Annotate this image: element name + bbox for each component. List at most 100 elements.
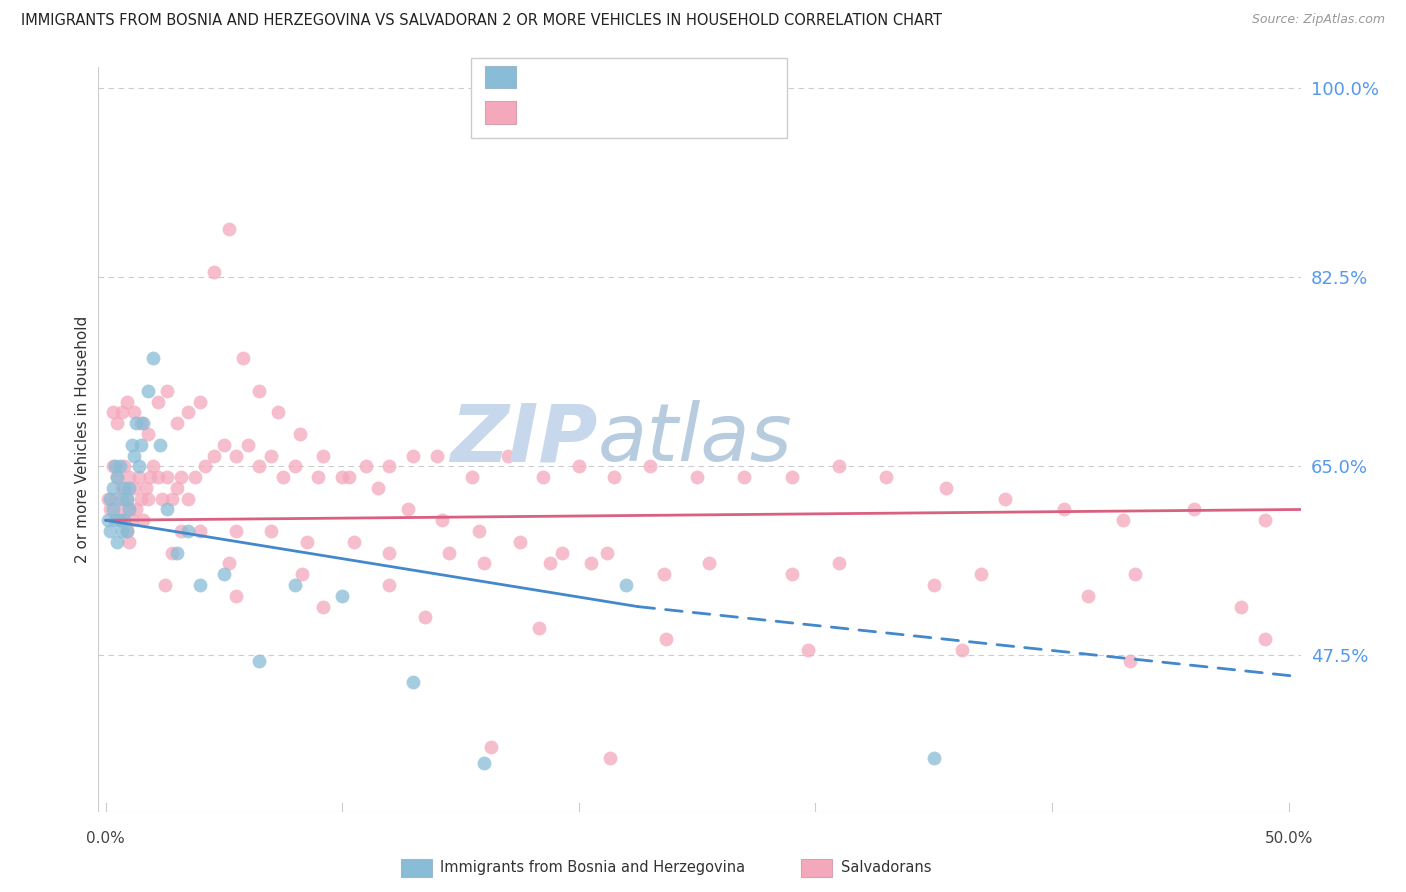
Point: [402, 675, 425, 690]
Point: [733, 470, 755, 484]
Point: [638, 459, 661, 474]
Point: [104, 513, 127, 527]
Point: [128, 470, 150, 484]
Point: [655, 632, 678, 646]
Point: [111, 524, 134, 538]
Point: [118, 470, 141, 484]
Point: [132, 513, 155, 527]
Point: [108, 513, 131, 527]
Point: [247, 384, 270, 398]
Point: [291, 567, 314, 582]
Point: [101, 405, 124, 419]
Point: [118, 481, 141, 495]
Point: [247, 459, 270, 474]
Point: [267, 405, 290, 419]
Point: [970, 567, 993, 582]
Point: [115, 491, 138, 506]
Point: [312, 449, 335, 463]
Text: ZIP: ZIP: [450, 401, 598, 478]
Point: [122, 405, 145, 419]
Point: [218, 557, 240, 571]
Point: [121, 513, 143, 527]
Point: [104, 491, 127, 506]
Point: [260, 449, 283, 463]
Point: [603, 470, 626, 484]
Point: [1123, 567, 1146, 582]
Point: [136, 426, 159, 441]
Point: [132, 416, 155, 430]
Point: [568, 459, 591, 474]
Point: [579, 557, 602, 571]
Point: [396, 502, 419, 516]
Point: [479, 739, 502, 754]
Y-axis label: 2 or more Vehicles in Household: 2 or more Vehicles in Household: [75, 316, 90, 563]
Point: [922, 750, 945, 764]
Point: [188, 524, 211, 538]
Point: [247, 654, 270, 668]
Point: [98, 491, 121, 506]
Point: [1182, 502, 1205, 516]
Point: [225, 524, 247, 538]
Point: [97, 513, 120, 527]
Point: [697, 557, 720, 571]
Point: [288, 426, 311, 441]
Point: [1077, 589, 1099, 603]
Point: [284, 578, 307, 592]
Point: [149, 438, 172, 452]
Point: [166, 416, 188, 430]
Point: [343, 534, 366, 549]
Point: [994, 491, 1017, 506]
Point: [170, 470, 193, 484]
Point: [1119, 654, 1142, 668]
Point: [531, 470, 554, 484]
Point: [935, 481, 957, 495]
Point: [378, 546, 401, 560]
Point: [105, 416, 128, 430]
Text: atlas: atlas: [598, 401, 792, 478]
Point: [797, 642, 820, 657]
Point: [150, 491, 173, 506]
Point: [166, 546, 188, 560]
Point: [166, 481, 188, 495]
Point: [170, 524, 193, 538]
Point: [354, 459, 377, 474]
Point: [111, 481, 134, 495]
Point: [1053, 502, 1076, 516]
Point: [160, 546, 183, 560]
Text: Source: ZipAtlas.com: Source: ZipAtlas.com: [1251, 13, 1385, 27]
Point: [97, 491, 120, 506]
Point: [468, 524, 491, 538]
Point: [308, 470, 330, 484]
Point: [472, 756, 495, 771]
Point: [129, 491, 152, 506]
Point: [236, 438, 259, 452]
Point: [1254, 632, 1277, 646]
Point: [538, 557, 561, 571]
Point: [330, 470, 353, 484]
Point: [1230, 599, 1253, 614]
Text: 50.0%: 50.0%: [1264, 831, 1313, 847]
Point: [142, 351, 165, 366]
Point: [111, 405, 134, 419]
Point: [118, 502, 141, 516]
Text: IMMIGRANTS FROM BOSNIA AND HERZEGOVINA VS SALVADORAN 2 OR MORE VEHICLES IN HOUSE: IMMIGRANTS FROM BOSNIA AND HERZEGOVINA V…: [21, 13, 942, 29]
Point: [1112, 513, 1135, 527]
Point: [828, 459, 851, 474]
Point: [232, 351, 254, 366]
Point: [129, 438, 152, 452]
Text: Immigrants from Bosnia and Herzegovina: Immigrants from Bosnia and Herzegovina: [440, 861, 745, 875]
Point: [312, 599, 335, 614]
Point: [177, 491, 200, 506]
Point: [599, 750, 621, 764]
Point: [260, 524, 283, 538]
Point: [156, 502, 179, 516]
Point: [652, 567, 675, 582]
Point: [378, 578, 401, 592]
Point: [828, 557, 851, 571]
Point: [202, 449, 225, 463]
Point: [98, 502, 121, 516]
Point: [212, 438, 235, 452]
Point: [101, 502, 124, 516]
Point: [225, 589, 247, 603]
Point: [875, 470, 897, 484]
